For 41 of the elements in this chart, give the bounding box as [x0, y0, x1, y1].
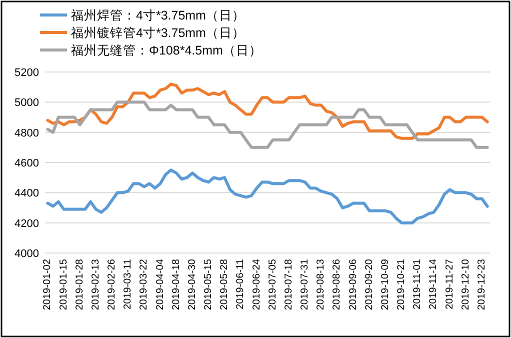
x-tick-label: 2019-05-15 [203, 258, 214, 310]
x-tick-label: 2019-10-21 [396, 258, 408, 310]
x-tick-label: 2019-05-28 [219, 258, 230, 310]
x-tick-label: 2019-01-28 [74, 258, 86, 310]
x-tick-label: 2019-08-13 [316, 258, 327, 310]
x-tick-label: 2019-07-31 [300, 258, 311, 310]
y-tick-label: 4400 [14, 188, 39, 200]
legend-label: 福州无缝管：Φ108*4.5mm（日） [71, 44, 262, 58]
x-tick-label: 2019-11-01 [412, 258, 424, 310]
x-tick-label: 2019-01-02 [42, 258, 54, 310]
y-tick-label: 5000 [14, 97, 39, 110]
x-tick-label: 2019-11-14 [428, 258, 440, 310]
x-tick-label: 2019-02-13 [90, 258, 102, 310]
line-series [46, 100, 489, 149]
y-tick-label: 4600 [14, 158, 39, 170]
y-tick-label: 4200 [14, 218, 39, 230]
x-tick-label: 2019-08-26 [332, 258, 343, 310]
x-tick-label: 2019-12-23 [476, 258, 488, 310]
x-tick-label: 2019-04-30 [186, 258, 198, 310]
legend-label: 福州焊管：4寸*3.75mm（日） [71, 8, 245, 22]
x-tick-label: 2019-02-26 [106, 258, 118, 310]
x-tick-label: 2019-09-06 [348, 258, 359, 310]
x-tick-label: 2019-04-18 [170, 258, 182, 310]
legend-label: 福州镀锌管4寸*3.75mm（日） [71, 26, 245, 40]
x-tick-label: 2019-09-20 [364, 258, 375, 310]
x-tick-label: 2019-11-27 [444, 258, 456, 310]
x-tick-label: 2019-06-11 [235, 258, 246, 310]
x-tick-label: 2019-03-22 [138, 258, 150, 310]
x-tick-label: 2019-04-04 [154, 258, 166, 310]
y-tick-label: 5200 [14, 67, 39, 79]
x-tick-label: 2019-06-24 [251, 258, 262, 310]
x-tick-label: 2019-12-10 [460, 258, 472, 310]
line-series [46, 82, 489, 140]
x-tick-label: 2019-01-15 [58, 258, 70, 310]
x-tick-label: 2019-10-09 [380, 258, 391, 310]
y-tick-label: 4000 [14, 248, 39, 260]
x-tick-label: 2019-07-18 [283, 258, 294, 310]
x-tick-label: 2019-03-11 [122, 258, 134, 310]
x-tick-label: 2019-07-05 [267, 258, 278, 310]
line-series [46, 168, 489, 224]
y-tick-label: 4800 [14, 127, 39, 140]
